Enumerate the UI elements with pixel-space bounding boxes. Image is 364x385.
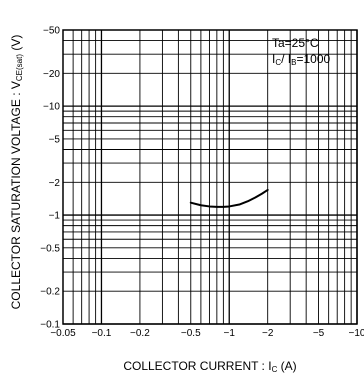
y-tick-label: −0.1 (40, 320, 60, 331)
x-axis-title: COLLECTOR CURRENT : IC (A) (123, 359, 296, 374)
legend-current-ratio: IC/ IB=1000 (272, 52, 331, 67)
series-line (189, 188, 269, 208)
x-tick-label: −0.1 (92, 328, 112, 339)
x-tick-label: −5 (313, 328, 325, 339)
series-lines (189, 188, 269, 208)
x-tick-label: −2 (262, 328, 274, 339)
y-tick-label: −1 (49, 211, 61, 222)
legend: Ta=25°C IC/ IB=1000 (272, 36, 331, 67)
x-tick-label: −0.5 (181, 328, 201, 339)
x-tick-label: −0.2 (130, 328, 150, 339)
y-axis-title: COLLECTOR SATURATION VOLTAGE : VCE(sat) … (9, 35, 24, 310)
x-tick-label: −0.05 (50, 328, 76, 339)
y-tick-label: −0.5 (40, 243, 60, 254)
plot-frame (62, 29, 358, 325)
x-tick-label: −10 (349, 328, 364, 339)
y-tick-label: −20 (43, 69, 60, 80)
grid-lines (62, 29, 358, 325)
x-tick-label: −1 (224, 328, 236, 339)
y-tick-label: −50 (43, 26, 60, 37)
y-tick-label: −0.2 (40, 287, 60, 298)
y-tick-label: −10 (43, 102, 60, 113)
legend-temperature: Ta=25°C (272, 36, 319, 50)
y-tick-label: −2 (49, 178, 61, 189)
tick-labels: −0.05 −0.1 −0.2 −0.5 −1 −2 −5 −10−0.1−0.2−0.5−1… (40, 26, 364, 340)
y-tick-label: −5 (49, 134, 61, 145)
